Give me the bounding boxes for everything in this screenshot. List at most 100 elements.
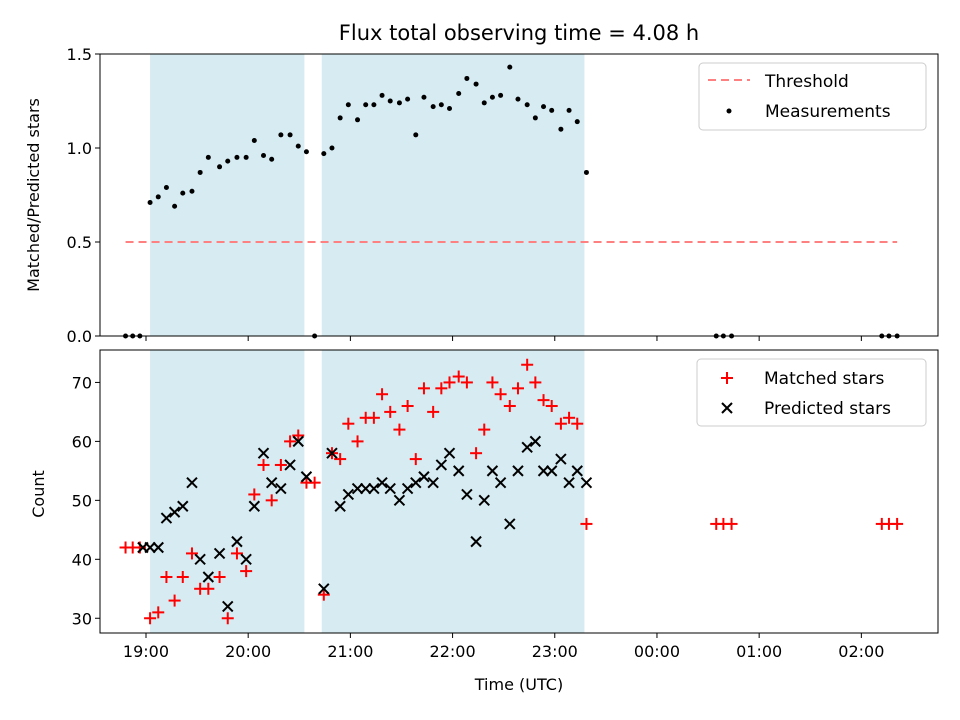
predicted-star-point <box>194 553 206 566</box>
predicted-star-point <box>152 541 164 554</box>
matched-star-point <box>308 476 321 489</box>
measurement-point <box>243 154 249 160</box>
measurement-point <box>396 100 402 106</box>
measurements-legend-label: Measurements <box>765 102 891 122</box>
count-panel: 30 40 50 60 70 19:00 20:00 21:00 22:00 23:00 00:00… <box>72 349 939 661</box>
matched-star-point <box>521 358 534 371</box>
predicted-star-point <box>257 447 270 459</box>
x-axis-label: Time (UTC) <box>474 675 563 694</box>
matched-star-point <box>265 494 278 507</box>
matched-star-point <box>144 612 157 625</box>
measurement-point <box>163 184 169 190</box>
matched-star-point <box>202 582 215 595</box>
bottom-legend-frame <box>696 358 927 427</box>
predicted-star-point <box>486 465 499 477</box>
x-tick-label: 22:00 <box>430 642 476 661</box>
bottom-legend: Matched stars Predicted stars <box>696 358 927 427</box>
predicted-star-point <box>144 541 156 554</box>
matched-star-point <box>248 488 261 501</box>
bottom-y-tick-label: 60 <box>72 432 92 451</box>
matched-star-point <box>470 447 483 460</box>
measurement-point <box>345 102 351 108</box>
matched-star-point <box>351 435 364 448</box>
measurement-point <box>287 132 293 138</box>
matched-star-point <box>342 417 355 430</box>
measurement-point <box>321 151 327 157</box>
measurement-point <box>405 96 411 102</box>
predicted-star-point <box>555 453 567 465</box>
top-legend: Threshold Measurements <box>698 62 927 131</box>
matched-star-point <box>292 429 305 442</box>
matched-star-point <box>545 400 558 413</box>
measurement-point <box>303 149 309 155</box>
measurement-point <box>473 81 479 87</box>
matched-star-point <box>427 405 440 418</box>
predicted-star-point <box>563 476 575 489</box>
predicted-star-point <box>545 465 558 477</box>
measurement-point <box>524 102 530 108</box>
measurement-point <box>583 169 589 175</box>
measurement-point <box>295 143 301 149</box>
matched-legend-label: Matched stars <box>764 369 884 389</box>
predicted-star-point <box>401 482 414 495</box>
predicted-star-point <box>360 482 372 495</box>
predicted-star-point <box>494 476 507 489</box>
x-tick-label: 20:00 <box>225 642 271 661</box>
bottom-y-tick-label: 40 <box>72 550 92 569</box>
predicted-star-point <box>461 488 473 501</box>
predicted-star-point <box>368 482 380 495</box>
measurement-point <box>379 92 385 98</box>
predicted-star-point <box>334 500 346 512</box>
top-y-axis-label: Matched/Predicted stars <box>24 98 43 292</box>
measurement-point <box>481 100 487 106</box>
measurement-point <box>205 154 211 160</box>
bottom-axes-frame <box>99 349 939 634</box>
matched-star-point <box>168 594 181 607</box>
top-y-tick-label: 0.5 <box>67 233 92 252</box>
matched-star-point <box>240 565 253 578</box>
measurement-point <box>355 117 361 123</box>
predicted-star-point <box>326 447 338 459</box>
matched-star-point <box>580 517 593 530</box>
top-shaded-interval <box>150 54 305 336</box>
predicted-star-point <box>384 482 396 495</box>
matched-star-point <box>376 388 389 401</box>
measurement-point <box>515 96 521 102</box>
predicted-star-point <box>292 435 304 448</box>
measurement-point <box>269 156 275 162</box>
predicted-star-point <box>265 476 278 489</box>
top-legend-frame <box>698 62 927 131</box>
bottom-shaded-interval <box>150 350 305 633</box>
predicted-star-point <box>418 471 430 483</box>
predicted-star-point <box>300 471 313 483</box>
matched-star-point <box>891 517 904 530</box>
matched-star-point <box>213 570 226 583</box>
matched-star-point <box>486 376 499 389</box>
measurement-point <box>225 158 231 164</box>
bottom-y-tick-label: 30 <box>72 609 92 628</box>
measurement-point <box>337 115 343 121</box>
predicted-star-point <box>427 476 439 489</box>
predicted-star-point <box>240 553 252 566</box>
predicted-star-point <box>435 459 448 471</box>
matched-star-point <box>317 588 330 601</box>
matched-star-point <box>435 382 448 395</box>
predicted-star-point <box>275 482 287 495</box>
measurement-point <box>234 154 240 160</box>
predicted-star-point <box>410 476 422 489</box>
measurement-point <box>498 92 504 98</box>
predicted-star-point <box>470 535 482 548</box>
matched-star-point <box>393 423 406 436</box>
predicted-star-point <box>342 488 355 501</box>
matched-star-point <box>221 612 234 625</box>
measurement-point <box>413 132 419 138</box>
measurement-point <box>507 64 513 70</box>
measurement-point <box>558 126 564 132</box>
measurement-point <box>566 107 572 113</box>
predicted-star-point <box>478 494 490 507</box>
ratio-panel: 0.0 0.5 1.0 1.5 <box>67 45 939 346</box>
matched-star-point <box>460 376 473 389</box>
matched-legend-swatch <box>721 372 733 384</box>
matched-star-point <box>529 376 542 389</box>
